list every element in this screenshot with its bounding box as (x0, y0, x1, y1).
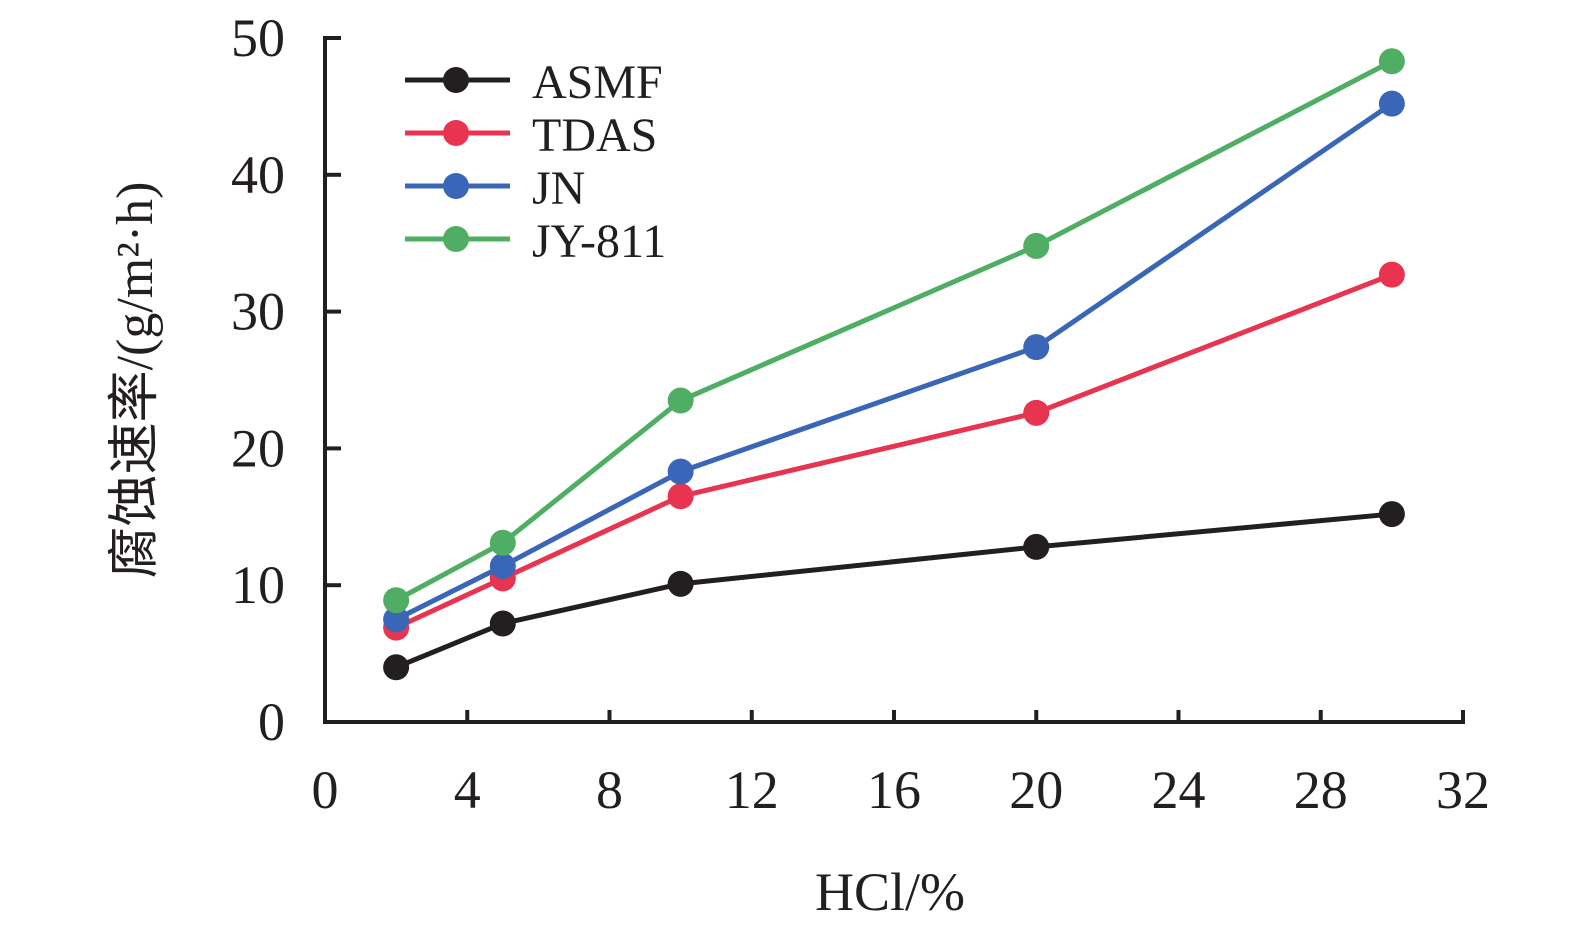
x-tick-label: 8 (596, 760, 623, 820)
x-tick-label: 4 (454, 760, 481, 820)
legend-label: ASMF (532, 56, 663, 109)
x-tick-label: 20 (1009, 760, 1063, 820)
data-point (383, 606, 410, 633)
x-tick-label: 0 (312, 760, 339, 820)
x-axis-label: HCl/% (815, 862, 965, 922)
data-point (667, 483, 694, 510)
y-tick-label: 30 (231, 282, 285, 342)
legend-marker (443, 120, 469, 146)
series-line (395, 511, 1393, 670)
data-point (667, 387, 694, 414)
legend-marker (443, 226, 469, 252)
data-point (383, 587, 410, 614)
x-tick-label: 32 (1436, 760, 1490, 820)
data-point (1378, 90, 1405, 117)
y-tick-label: 10 (231, 555, 285, 615)
series-jy-811 (383, 48, 1405, 614)
legend-item: ASMF (405, 56, 663, 109)
x-tick-label: 16 (867, 760, 921, 820)
y-tick-label: 40 (231, 145, 285, 205)
data-point (1378, 501, 1405, 528)
legend-item: JN (405, 162, 585, 215)
legend-label: JY-811 (532, 215, 666, 268)
ticks: 0 4 8 12 16 20 24 28 32 0 10 20 30 40 50 (231, 8, 1490, 820)
data-point (1023, 533, 1050, 560)
legend-marker (443, 67, 469, 93)
data-point (667, 458, 694, 485)
y-tick-label: 20 (231, 418, 285, 478)
y-axis-label: 腐蚀速率/(g/m²·h) (107, 182, 164, 579)
series-tdas (383, 261, 1405, 641)
data-point (1023, 399, 1050, 426)
x-tick-label: 28 (1294, 760, 1348, 820)
y-tick-label: 0 (258, 692, 285, 752)
data-point (489, 553, 516, 580)
legend-item: TDAS (405, 109, 657, 162)
legend-marker (443, 173, 469, 199)
data-point (489, 529, 516, 556)
data-point (667, 570, 694, 597)
series-group (383, 48, 1405, 681)
series-jn (383, 90, 1405, 633)
legend-item: JY-811 (405, 215, 666, 268)
data-point (1378, 48, 1405, 75)
data-point (1023, 232, 1050, 259)
data-point (1378, 261, 1405, 288)
x-tick-label: 24 (1152, 760, 1206, 820)
data-point (489, 610, 516, 637)
legend-label: TDAS (532, 109, 657, 162)
data-point (1023, 334, 1050, 361)
series-line (395, 272, 1393, 630)
x-tick-label: 12 (725, 760, 779, 820)
y-tick-label: 50 (231, 8, 285, 68)
data-point (383, 654, 410, 681)
series-asmf (383, 501, 1405, 681)
legend-label: JN (532, 162, 585, 215)
